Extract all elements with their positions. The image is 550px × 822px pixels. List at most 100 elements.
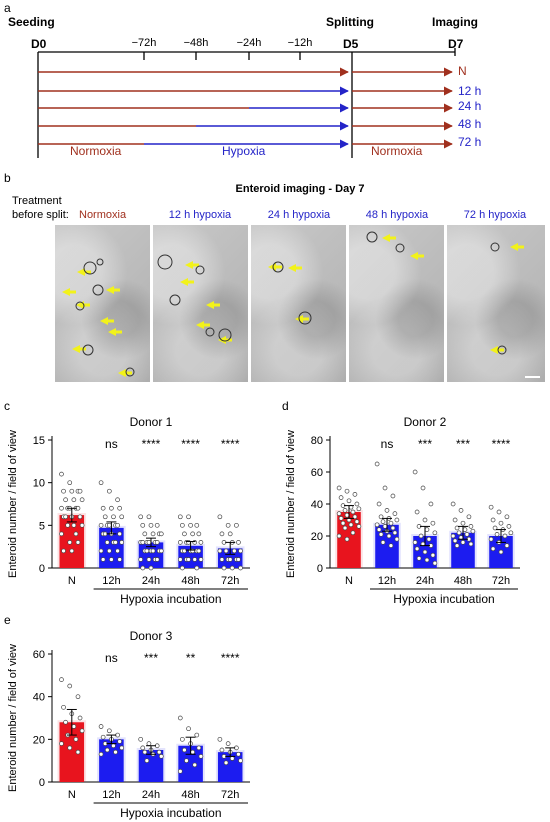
- panel-b-header: b Enteroid imaging - Day 7 Treatment bef…: [4, 171, 527, 221]
- data-point: [77, 514, 83, 520]
- data-point: [115, 497, 120, 503]
- tick-label-72: −72h: [132, 37, 157, 49]
- data-point: [144, 758, 150, 764]
- data-point: [98, 548, 104, 554]
- group-label: Hypoxia incubation: [120, 806, 221, 820]
- data-point: [470, 528, 476, 534]
- data-point: [394, 536, 400, 542]
- x-tick-label: N: [68, 789, 76, 801]
- data-point: [217, 514, 223, 520]
- micrograph-24h: [251, 225, 346, 382]
- data-point: [158, 548, 164, 554]
- data-point: [386, 533, 392, 539]
- data-point: [77, 715, 83, 721]
- data-point: [177, 768, 183, 774]
- row-label-n: N: [458, 64, 467, 78]
- data-point: [219, 557, 225, 562]
- data-point: [106, 548, 112, 554]
- data-point: [104, 540, 110, 545]
- chart-title: Donor 2: [404, 415, 447, 429]
- x-tick-label: N: [345, 575, 353, 587]
- data-point: [388, 543, 394, 548]
- significance-label: ns: [105, 437, 118, 451]
- data-point: [196, 531, 202, 537]
- data-point: [223, 548, 229, 554]
- data-point: [231, 548, 237, 554]
- data-point: [148, 565, 154, 571]
- data-point: [380, 540, 386, 545]
- data-point: [150, 531, 156, 537]
- data-point: [378, 514, 384, 520]
- data-point: [115, 548, 120, 554]
- data-point: [146, 557, 152, 562]
- significance-label: ***: [456, 437, 470, 451]
- data-point: [67, 745, 73, 751]
- data-point: [236, 540, 241, 545]
- data-point: [229, 756, 235, 761]
- data-point: [177, 540, 183, 545]
- data-point: [138, 736, 144, 742]
- data-point: [420, 485, 426, 491]
- d0-label: D0: [31, 37, 47, 51]
- data-point: [63, 514, 68, 520]
- data-point: [458, 508, 464, 513]
- data-point: [390, 525, 396, 531]
- data-point: [192, 540, 198, 545]
- x-tick-label: 48h: [181, 575, 199, 587]
- data-point: [119, 540, 125, 545]
- data-point: [142, 531, 148, 537]
- data-point: [59, 471, 64, 477]
- tick-label-24: −24h: [237, 37, 262, 49]
- data-point: [180, 736, 185, 742]
- significance-label: ***: [418, 437, 432, 451]
- data-point: [236, 751, 241, 757]
- data-point: [117, 505, 122, 511]
- data-point: [67, 480, 73, 486]
- data-point: [113, 749, 118, 755]
- data-point: [450, 533, 456, 539]
- data-point: [154, 540, 160, 545]
- data-point: [488, 536, 494, 542]
- data-point: [498, 520, 504, 526]
- data-point: [71, 724, 77, 729]
- data-point: [492, 525, 498, 531]
- data-point: [238, 758, 243, 764]
- data-point: [154, 522, 160, 528]
- x-tick-label: 72h: [221, 789, 239, 801]
- data-point: [338, 495, 344, 500]
- data-point: [138, 514, 144, 520]
- data-point: [350, 509, 356, 515]
- seeding-label: Seeding: [8, 15, 55, 29]
- data-point: [424, 527, 430, 532]
- data-point: [192, 557, 198, 562]
- data-point: [227, 531, 233, 537]
- x-tick-label: 24h: [142, 789, 160, 801]
- data-point: [344, 536, 350, 542]
- data-point: [356, 506, 362, 512]
- data-point: [412, 469, 418, 475]
- data-point: [156, 749, 162, 755]
- condition-24h: 24 h hypoxia: [268, 209, 331, 221]
- x-tick-label: 48h: [454, 575, 472, 587]
- data-point: [109, 557, 114, 562]
- imaging-label: Imaging: [432, 15, 478, 29]
- data-point: [432, 530, 438, 536]
- data-point: [336, 485, 342, 491]
- data-point: [148, 522, 154, 528]
- data-point: [490, 517, 496, 523]
- data-point: [158, 531, 164, 537]
- data-point: [98, 751, 104, 757]
- data-point: [59, 741, 64, 746]
- data-point: [356, 524, 362, 529]
- chart-title: Donor 1: [130, 415, 173, 429]
- data-point: [378, 532, 384, 537]
- panel-b-title: Enteroid imaging - Day 7: [236, 183, 365, 195]
- data-point: [144, 548, 150, 554]
- data-point: [414, 509, 420, 515]
- data-point: [229, 565, 235, 571]
- row-label-48h: 48 h: [458, 117, 481, 131]
- data-point: [79, 522, 85, 528]
- x-tick-label: 48h: [181, 789, 199, 801]
- timeline-lines: [37, 48, 456, 158]
- data-point: [382, 485, 388, 491]
